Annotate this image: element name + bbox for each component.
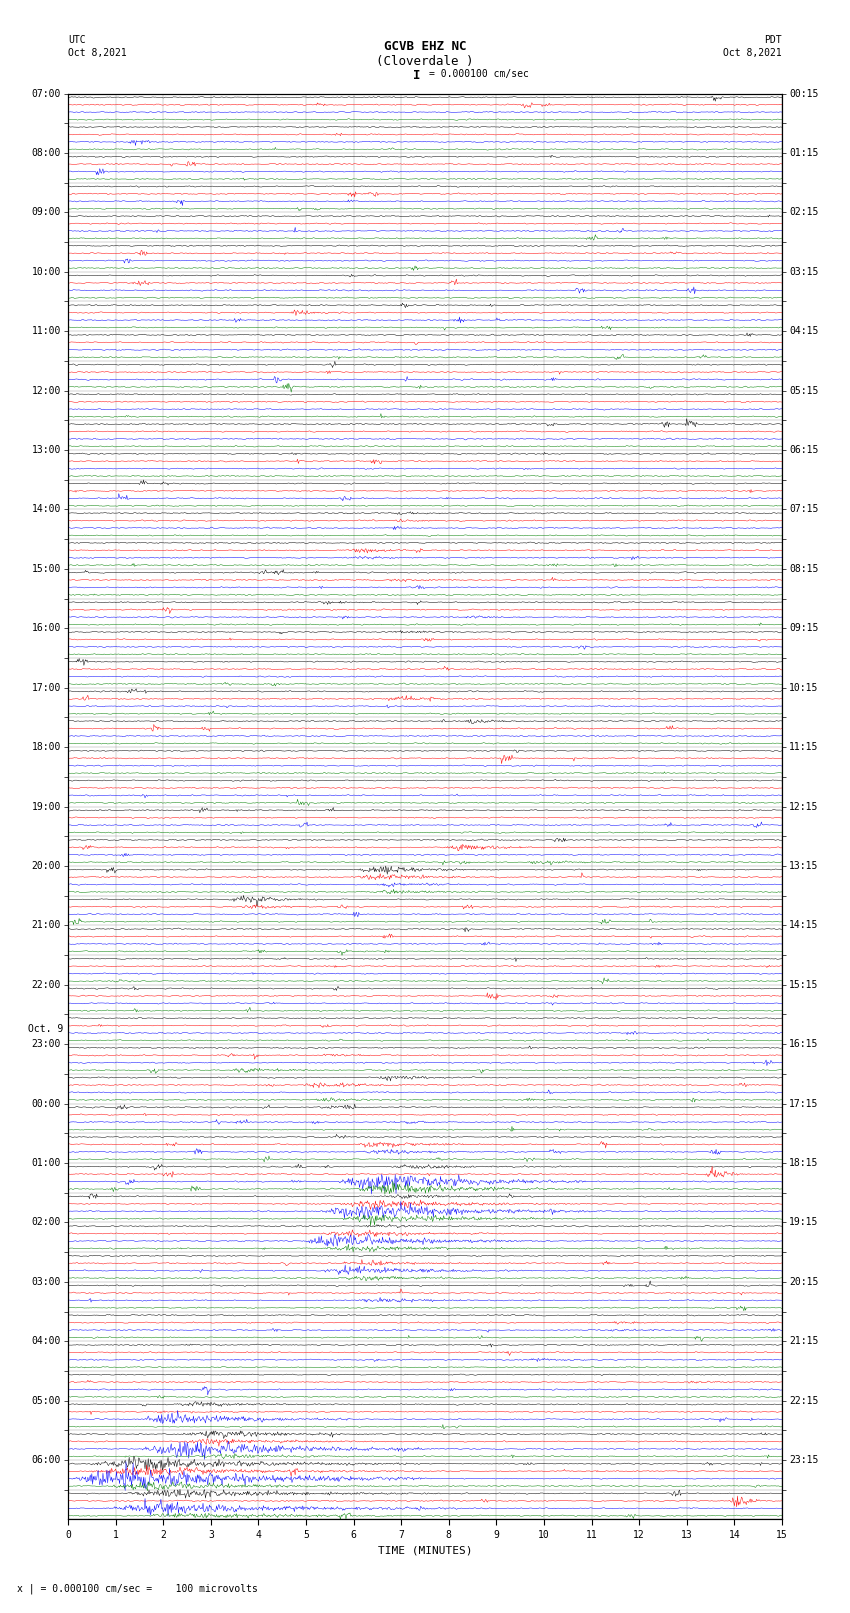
Text: x | = 0.000100 cm/sec =    100 microvolts: x | = 0.000100 cm/sec = 100 microvolts <box>17 1582 258 1594</box>
Text: Oct 8,2021: Oct 8,2021 <box>723 48 782 58</box>
Text: Oct. 9: Oct. 9 <box>29 1024 64 1034</box>
Text: = 0.000100 cm/sec: = 0.000100 cm/sec <box>429 69 529 79</box>
Text: GCVB EHZ NC: GCVB EHZ NC <box>383 40 467 53</box>
Text: Oct 8,2021: Oct 8,2021 <box>68 48 127 58</box>
X-axis label: TIME (MINUTES): TIME (MINUTES) <box>377 1545 473 1555</box>
Text: PDT: PDT <box>764 35 782 45</box>
Text: (Cloverdale ): (Cloverdale ) <box>377 55 473 68</box>
Text: UTC: UTC <box>68 35 86 45</box>
Text: I: I <box>413 69 420 82</box>
